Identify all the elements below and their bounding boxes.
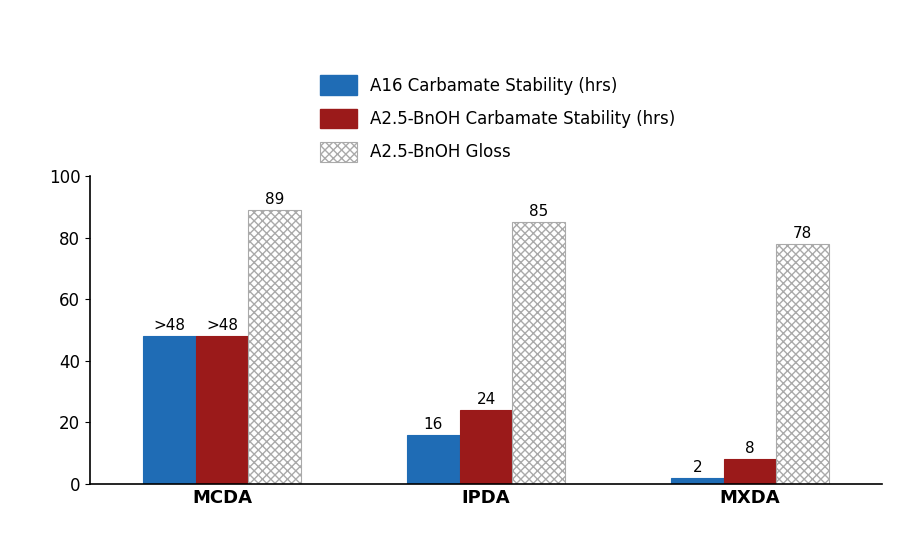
- Legend: A16 Carbamate Stability (hrs), A2.5-BnOH Carbamate Stability (hrs), A2.5-BnOH Gl: A16 Carbamate Stability (hrs), A2.5-BnOH…: [320, 75, 675, 162]
- Text: >48: >48: [206, 318, 238, 333]
- Text: 24: 24: [476, 392, 496, 407]
- Bar: [512, 222, 565, 484]
- Bar: [248, 210, 302, 484]
- Bar: [195, 336, 248, 484]
- Bar: [777, 244, 829, 484]
- Bar: [407, 434, 460, 484]
- Bar: [724, 459, 777, 484]
- Text: 8: 8: [745, 441, 755, 456]
- Bar: [670, 478, 724, 484]
- Bar: [460, 410, 512, 484]
- Text: 16: 16: [424, 417, 443, 432]
- Text: 2: 2: [692, 460, 702, 475]
- Text: >48: >48: [153, 318, 185, 333]
- Text: 85: 85: [529, 204, 548, 219]
- Text: 89: 89: [266, 192, 284, 207]
- Bar: [143, 336, 195, 484]
- Text: 78: 78: [793, 226, 813, 241]
